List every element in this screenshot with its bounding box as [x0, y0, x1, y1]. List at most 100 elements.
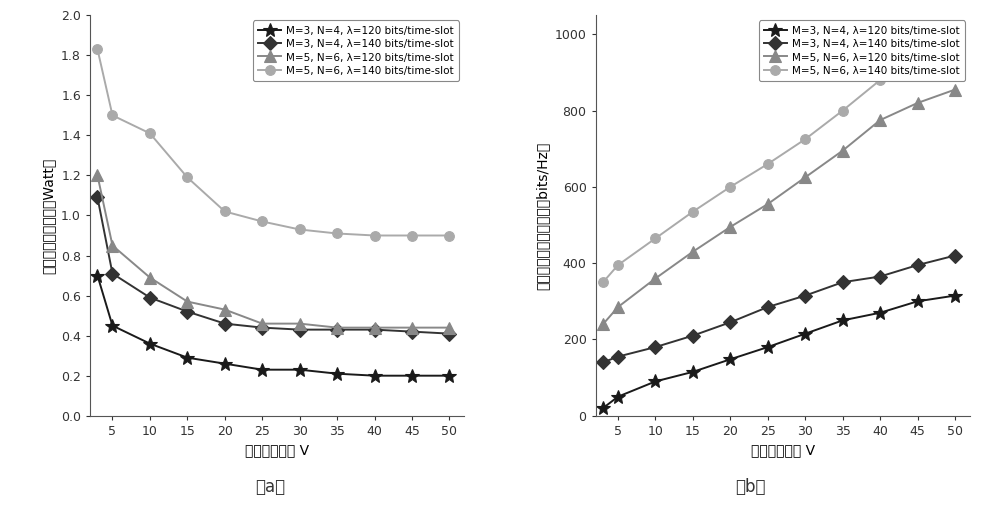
M=3, N=4, λ=120 bits/time-slot — [294, 367, 306, 373]
M=5, N=6, λ=120 bits/time-slot — [406, 324, 418, 331]
M=3, N=4, λ=140 bits/time-slot — [106, 271, 118, 277]
M=5, N=6, λ=140 bits/time-slot — [799, 136, 811, 142]
M=3, N=4, λ=120 bits/time-slot — [724, 356, 736, 363]
M=5, N=6, λ=120 bits/time-slot — [724, 224, 736, 230]
Line: M=3, N=4, λ=140 bits/time-slot: M=3, N=4, λ=140 bits/time-slot — [93, 193, 454, 339]
M=5, N=6, λ=120 bits/time-slot — [91, 172, 103, 178]
M=3, N=4, λ=120 bits/time-slot — [874, 310, 886, 316]
M=5, N=6, λ=140 bits/time-slot — [406, 233, 418, 239]
M=3, N=4, λ=120 bits/time-slot — [181, 354, 193, 360]
M=3, N=4, λ=120 bits/time-slot — [649, 378, 661, 384]
Line: M=3, N=4, λ=120 bits/time-slot: M=3, N=4, λ=120 bits/time-slot — [91, 269, 456, 383]
M=5, N=6, λ=140 bits/time-slot — [874, 77, 886, 83]
M=5, N=6, λ=120 bits/time-slot — [443, 324, 455, 331]
M=5, N=6, λ=120 bits/time-slot — [181, 299, 193, 305]
M=3, N=4, λ=140 bits/time-slot — [799, 293, 811, 299]
M=5, N=6, λ=140 bits/time-slot — [369, 233, 381, 239]
Line: M=5, N=6, λ=140 bits/time-slot: M=5, N=6, λ=140 bits/time-slot — [598, 43, 960, 287]
M=5, N=6, λ=120 bits/time-slot — [874, 117, 886, 123]
M=3, N=4, λ=120 bits/time-slot — [106, 322, 118, 329]
Line: M=5, N=6, λ=120 bits/time-slot: M=5, N=6, λ=120 bits/time-slot — [92, 170, 455, 333]
Y-axis label: 平均时间数据队列长度（bits/Hz）: 平均时间数据队列长度（bits/Hz） — [535, 141, 549, 289]
M=3, N=4, λ=120 bits/time-slot — [219, 360, 231, 367]
M=3, N=4, λ=120 bits/time-slot — [837, 317, 849, 323]
M=5, N=6, λ=120 bits/time-slot — [331, 324, 343, 331]
M=5, N=6, λ=140 bits/time-slot — [144, 130, 156, 136]
M=3, N=4, λ=120 bits/time-slot — [762, 344, 774, 350]
M=5, N=6, λ=120 bits/time-slot — [837, 148, 849, 154]
M=3, N=4, λ=120 bits/time-slot — [687, 369, 699, 375]
X-axis label: 系统控制参数 V: 系统控制参数 V — [245, 443, 309, 457]
M=3, N=4, λ=120 bits/time-slot — [612, 393, 624, 400]
M=5, N=6, λ=120 bits/time-slot — [144, 274, 156, 280]
M=3, N=4, λ=140 bits/time-slot — [144, 295, 156, 301]
M=5, N=6, λ=120 bits/time-slot — [649, 275, 661, 281]
M=3, N=4, λ=140 bits/time-slot — [949, 252, 961, 259]
M=3, N=4, λ=120 bits/time-slot — [912, 298, 924, 304]
M=3, N=4, λ=140 bits/time-slot — [762, 304, 774, 310]
Line: M=5, N=6, λ=120 bits/time-slot: M=5, N=6, λ=120 bits/time-slot — [597, 84, 961, 330]
M=5, N=6, λ=140 bits/time-slot — [687, 208, 699, 214]
X-axis label: 系统控制参数 V: 系统控制参数 V — [751, 443, 815, 457]
M=3, N=4, λ=140 bits/time-slot — [331, 327, 343, 333]
Legend: M=3, N=4, λ=120 bits/time-slot, M=3, N=4, λ=140 bits/time-slot, M=5, N=6, λ=120 : M=3, N=4, λ=120 bits/time-slot, M=3, N=4… — [759, 20, 965, 81]
M=3, N=4, λ=140 bits/time-slot — [687, 333, 699, 339]
M=5, N=6, λ=140 bits/time-slot — [912, 54, 924, 60]
M=3, N=4, λ=120 bits/time-slot — [91, 273, 103, 279]
M=3, N=4, λ=140 bits/time-slot — [181, 309, 193, 315]
M=3, N=4, λ=140 bits/time-slot — [837, 279, 849, 285]
M=5, N=6, λ=120 bits/time-slot — [799, 174, 811, 180]
M=3, N=4, λ=140 bits/time-slot — [874, 273, 886, 279]
M=3, N=4, λ=120 bits/time-slot — [369, 373, 381, 379]
M=3, N=4, λ=120 bits/time-slot — [799, 331, 811, 337]
M=5, N=6, λ=140 bits/time-slot — [294, 227, 306, 233]
M=5, N=6, λ=140 bits/time-slot — [443, 233, 455, 239]
M=5, N=6, λ=140 bits/time-slot — [91, 46, 103, 52]
Legend: M=3, N=4, λ=120 bits/time-slot, M=3, N=4, λ=140 bits/time-slot, M=5, N=6, λ=120 : M=3, N=4, λ=120 bits/time-slot, M=3, N=4… — [253, 20, 459, 81]
Line: M=3, N=4, λ=140 bits/time-slot: M=3, N=4, λ=140 bits/time-slot — [598, 250, 960, 367]
Line: M=3, N=4, λ=120 bits/time-slot: M=3, N=4, λ=120 bits/time-slot — [596, 288, 962, 415]
M=5, N=6, λ=140 bits/time-slot — [181, 174, 193, 180]
Text: （b）: （b） — [735, 478, 765, 496]
M=3, N=4, λ=140 bits/time-slot — [256, 324, 268, 331]
M=5, N=6, λ=120 bits/time-slot — [912, 100, 924, 106]
M=5, N=6, λ=120 bits/time-slot — [369, 324, 381, 331]
M=5, N=6, λ=140 bits/time-slot — [949, 45, 961, 51]
M=5, N=6, λ=120 bits/time-slot — [612, 304, 624, 310]
M=3, N=4, λ=120 bits/time-slot — [406, 373, 418, 379]
M=5, N=6, λ=140 bits/time-slot — [597, 279, 609, 285]
M=5, N=6, λ=140 bits/time-slot — [837, 107, 849, 114]
M=5, N=6, λ=120 bits/time-slot — [762, 201, 774, 207]
M=5, N=6, λ=140 bits/time-slot — [256, 219, 268, 225]
M=5, N=6, λ=120 bits/time-slot — [687, 248, 699, 255]
M=5, N=6, λ=140 bits/time-slot — [649, 235, 661, 241]
M=5, N=6, λ=120 bits/time-slot — [949, 87, 961, 93]
M=3, N=4, λ=140 bits/time-slot — [724, 319, 736, 325]
Y-axis label: 平均时间能量消耗（Watt）: 平均时间能量消耗（Watt） — [41, 157, 55, 274]
M=3, N=4, λ=140 bits/time-slot — [612, 353, 624, 359]
M=5, N=6, λ=140 bits/time-slot — [612, 262, 624, 268]
M=3, N=4, λ=140 bits/time-slot — [369, 327, 381, 333]
Line: M=5, N=6, λ=140 bits/time-slot: M=5, N=6, λ=140 bits/time-slot — [93, 45, 454, 240]
M=3, N=4, λ=140 bits/time-slot — [443, 331, 455, 337]
M=5, N=6, λ=140 bits/time-slot — [106, 113, 118, 119]
M=3, N=4, λ=140 bits/time-slot — [91, 194, 103, 200]
M=3, N=4, λ=120 bits/time-slot — [144, 341, 156, 347]
M=3, N=4, λ=120 bits/time-slot — [331, 371, 343, 377]
M=5, N=6, λ=120 bits/time-slot — [256, 320, 268, 327]
M=3, N=4, λ=120 bits/time-slot — [949, 293, 961, 299]
M=3, N=4, λ=140 bits/time-slot — [912, 262, 924, 268]
M=5, N=6, λ=140 bits/time-slot — [331, 231, 343, 237]
M=5, N=6, λ=140 bits/time-slot — [762, 161, 774, 167]
M=3, N=4, λ=140 bits/time-slot — [649, 344, 661, 350]
M=5, N=6, λ=120 bits/time-slot — [294, 320, 306, 327]
M=5, N=6, λ=120 bits/time-slot — [106, 242, 118, 248]
M=3, N=4, λ=140 bits/time-slot — [406, 329, 418, 335]
M=5, N=6, λ=140 bits/time-slot — [724, 184, 736, 190]
M=3, N=4, λ=120 bits/time-slot — [597, 405, 609, 411]
M=5, N=6, λ=120 bits/time-slot — [219, 307, 231, 313]
Text: （a）: （a） — [255, 478, 285, 496]
M=3, N=4, λ=120 bits/time-slot — [256, 367, 268, 373]
M=3, N=4, λ=140 bits/time-slot — [597, 359, 609, 366]
M=3, N=4, λ=140 bits/time-slot — [294, 327, 306, 333]
